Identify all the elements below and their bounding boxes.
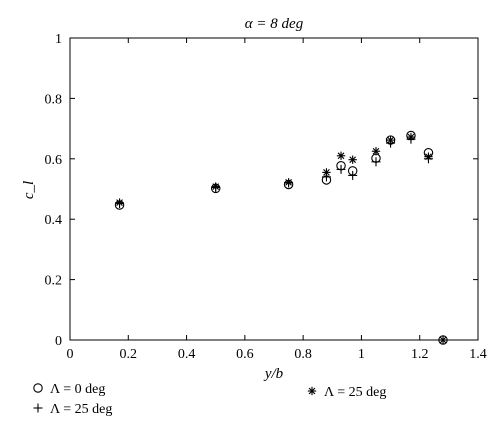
legend-marker-plus <box>33 403 43 413</box>
legend-marker-asterisk <box>307 386 317 396</box>
data-point-asterisk <box>438 335 448 345</box>
x-tick-label: 1.2 <box>411 347 429 362</box>
data-point-asterisk <box>348 155 357 164</box>
x-axis-label: y/b <box>263 366 284 382</box>
legend-marker-circle <box>33 383 43 393</box>
legend-label: Λ = 25 deg <box>324 385 386 400</box>
x-tick-label: 0 <box>67 347 74 362</box>
y-tick-label: 0 <box>55 334 62 349</box>
data-point-asterisk <box>336 151 346 160</box>
y-axis-label: c_l <box>21 181 37 199</box>
x-tick-label: 0.2 <box>120 347 138 362</box>
data-point-asterisk <box>211 182 220 191</box>
y-tick-label: 0.2 <box>45 274 63 289</box>
data-point-asterisk <box>284 178 293 187</box>
x-tick-label: 1 <box>358 347 365 362</box>
legend: Λ = 0 deg Λ = 25 deg Λ = 25 deg <box>33 382 386 417</box>
data-point-asterisk <box>322 168 331 177</box>
plot-frame <box>69 37 479 341</box>
data-point-plus <box>348 170 358 180</box>
data-point-plus <box>336 164 346 174</box>
x-tick-label: 0.4 <box>178 347 196 362</box>
axis-ticks: 0 0.2 0.4 0.6 0.8 1 1.2 1.4 0 0.2 0.4 0.6 0.8 1 <box>45 32 487 362</box>
data-point-plus <box>371 157 381 167</box>
legend-label: Λ = 25 deg <box>50 402 112 417</box>
y-tick-label: 0.4 <box>45 213 63 228</box>
y-tick-label: 1 <box>55 32 62 47</box>
x-tick-label: 0.6 <box>236 347 254 362</box>
data-point-asterisk <box>386 135 395 145</box>
data-point-asterisk <box>424 152 433 161</box>
x-tick-label: 1.4 <box>469 347 487 362</box>
chart-title: α = 8 deg <box>245 16 304 32</box>
legend-label: Λ = 0 deg <box>50 382 105 397</box>
data-marks <box>114 130 448 345</box>
y-tick-label: 0.6 <box>45 153 63 168</box>
x-tick-label: 0.8 <box>294 347 312 362</box>
y-tick-label: 0.8 <box>45 92 63 107</box>
data-point-asterisk <box>115 198 124 207</box>
data-point-asterisk <box>371 147 381 156</box>
data-point-asterisk <box>406 132 416 142</box>
